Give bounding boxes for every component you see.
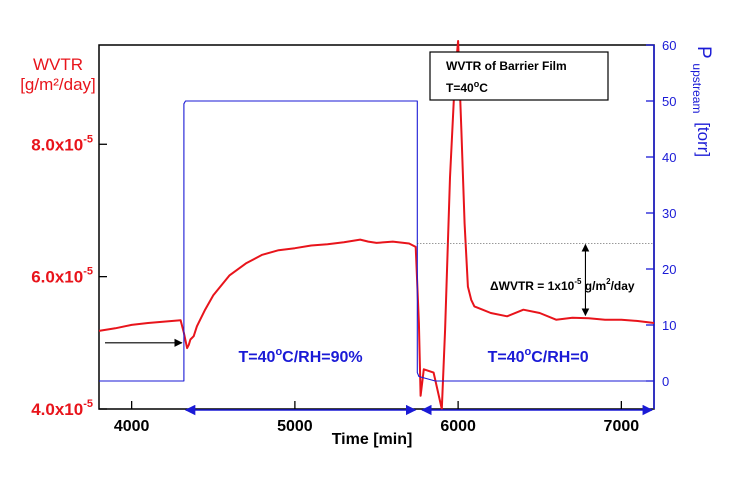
series-layer [98,40,655,410]
y-right-title: P upstream [torr] [689,46,714,157]
legend-line1: WVTR of Barrier Film [446,59,567,73]
band-1-label: T=40oC/RH=90% [239,346,363,366]
legend-box-frame [429,51,609,101]
y-right-tick-label: 40 [662,150,676,165]
y-left-tick-label: 6.0x10-5 [31,266,93,287]
x-tick-label: 4000 [114,418,150,435]
x-tick-label: 6000 [440,418,476,435]
y-right-title-subscript: upstream [690,63,704,113]
y-right-tick-label: 0 [662,374,669,389]
y-left-tick-label: 4.0x10-5 [31,398,93,419]
y-right-tick-label: 50 [662,94,676,109]
y-right-title-unit: [torr] [694,122,713,157]
y-right-tick-label: 30 [662,206,676,221]
svg-text:P upstream [torr]: P upstream [torr] [689,46,714,157]
y-right-tick-label: 20 [662,262,676,277]
x-tick-label: 5000 [277,418,313,435]
legend-line2: T=40oC [446,79,488,95]
y-right-title-symbol: P [693,46,714,59]
y-right-tick-label: 10 [662,318,676,333]
y-left-title-line1: WVTR [33,55,83,74]
delta-label: ΔWVTR = 1x10-5 g/m2/day [490,277,635,293]
annotation-layer: T=40oC/RH=90% T=40oC/RH=0 ΔWVTR = 1x10-5 g… [105,243,654,416]
band-2-label: T=40oC/RH=0 [488,346,589,366]
legend-box: WVTR of Barrier Film T=40oC [429,51,609,101]
x-tick-label: 7000 [604,418,640,435]
y-right-tick-label: 60 [662,38,676,53]
y-left-title-line2: [g/m²/day] [20,75,96,94]
x-axis-title: Time [min] [332,431,413,448]
wvtr-series-line [98,40,655,410]
pressure-series-line [99,100,654,382]
y-left-tick-label: 8.0x10-5 [31,133,93,154]
